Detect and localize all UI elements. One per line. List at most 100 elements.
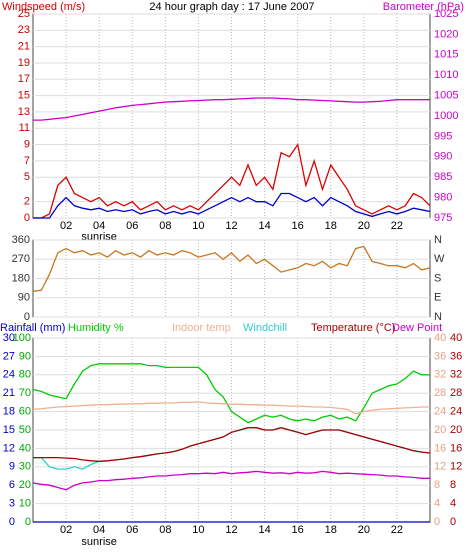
y-tick-label: 9 — [9, 461, 15, 473]
y-tick-label: 40 — [434, 332, 446, 344]
y-tick-label: 70 — [19, 387, 31, 399]
y-tick-label: 20 — [434, 424, 446, 436]
series-line — [32, 245, 431, 292]
annotation: sunrise — [81, 536, 116, 548]
y-tick-label: 1020 — [434, 28, 458, 40]
y-tick-label: 8 — [450, 479, 456, 491]
series-line — [33, 192, 431, 219]
x-tick-label: 18 — [325, 524, 337, 536]
x-tick-label: 02 — [60, 524, 72, 536]
y-tick-label: 0 — [24, 311, 30, 323]
y-tick-label: 20 — [19, 479, 31, 491]
x-tick-label: 22 — [391, 524, 403, 536]
x-tick-label: 10 — [192, 524, 204, 536]
barometer-label: Barometer (hPa) — [383, 1, 464, 13]
y-tick-label: 12 — [3, 442, 15, 454]
x-tick-label: 06 — [126, 524, 138, 536]
y-tick-label: 4 — [434, 498, 440, 510]
y-tick-label: 60 — [19, 406, 31, 418]
chart-title: 24 hour graph day : 17 June 2007 — [149, 1, 314, 13]
y-tick-label: 1005 — [434, 90, 458, 102]
y-tick-label: 30 — [3, 332, 15, 344]
series-line — [33, 142, 431, 219]
y-tick-label: 28 — [450, 387, 462, 399]
y-tick-label: 3 — [9, 498, 15, 510]
x-tick-label: 10 — [192, 220, 204, 232]
y-tick-label: 0 — [450, 516, 456, 528]
y-tick-label: 100 — [13, 332, 31, 344]
y-tick-label: N — [434, 234, 442, 246]
legend-entry: Indoor temp — [172, 322, 231, 334]
y-tick-label: 90 — [19, 350, 31, 362]
x-tick-label: 14 — [258, 220, 270, 232]
y-tick-label: 25 — [18, 8, 30, 20]
series-line — [32, 401, 430, 415]
y-tick-label: 10 — [19, 498, 31, 510]
series-line — [32, 363, 430, 424]
legend-entry: Dew Point — [392, 322, 442, 334]
y-tick-label: 7 — [24, 155, 30, 167]
y-tick-label: 23 — [18, 24, 30, 36]
x-tick-label: 08 — [159, 220, 171, 232]
y-tick-label: 21 — [3, 387, 15, 399]
y-tick-label: 30 — [19, 461, 31, 473]
series-line — [33, 97, 430, 121]
y-tick-label: 15 — [18, 90, 30, 102]
x-tick-label: 02 — [60, 220, 72, 232]
y-tick-label: 36 — [434, 350, 446, 362]
y-tick-label: 19 — [18, 57, 30, 69]
windspeed-label: Windspeed (m/s) — [2, 1, 85, 13]
y-tick-label: 15 — [3, 424, 15, 436]
x-tick-label: 14 — [258, 524, 270, 536]
y-tick-label: 32 — [434, 369, 446, 381]
y-tick-label: 0 — [9, 516, 15, 528]
y-tick-label: 1010 — [434, 69, 458, 81]
x-tick-label: 12 — [225, 524, 237, 536]
y-tick-label: 8 — [434, 479, 440, 491]
x-tick-label: 16 — [292, 220, 304, 232]
series-line — [33, 427, 431, 462]
y-tick-label: 0 — [24, 212, 30, 224]
y-tick-label: 50 — [19, 424, 31, 436]
y-tick-label: 16 — [434, 442, 446, 454]
y-tick-label: 4 — [450, 498, 456, 510]
y-tick-label: 36 — [450, 350, 462, 362]
y-tick-label: 270 — [12, 253, 30, 265]
x-tick-label: 18 — [325, 220, 337, 232]
y-tick-label: 180 — [12, 272, 30, 284]
y-tick-label: 12 — [434, 461, 446, 473]
y-tick-label: 985 — [434, 171, 452, 183]
y-tick-label: W — [434, 253, 445, 265]
y-tick-label: 24 — [450, 406, 462, 418]
x-tick-label: 16 — [292, 524, 304, 536]
y-tick-label: 40 — [19, 442, 31, 454]
x-tick-label: 04 — [93, 220, 105, 232]
y-tick-label: 16 — [450, 442, 462, 454]
y-tick-label: 21 — [18, 41, 30, 53]
x-tick-label: 22 — [391, 220, 403, 232]
y-tick-label: 24 — [434, 406, 446, 418]
y-tick-label: 990 — [434, 151, 452, 163]
y-tick-label: 90 — [18, 292, 30, 304]
legend-entry: Windchill — [243, 322, 287, 334]
y-tick-label: 980 — [434, 192, 452, 204]
y-tick-label: 40 — [450, 332, 462, 344]
y-tick-label: 12 — [450, 461, 462, 473]
y-tick-label: 18 — [3, 406, 15, 418]
x-tick-label: 06 — [126, 220, 138, 232]
y-tick-label: 32 — [450, 369, 462, 381]
y-tick-label: 27 — [3, 350, 15, 362]
y-tick-label: 0 — [434, 516, 440, 528]
y-tick-label: 975 — [434, 212, 452, 224]
y-tick-label: 6 — [9, 479, 15, 491]
y-tick-label: 20 — [450, 424, 462, 436]
x-tick-label: 12 — [225, 220, 237, 232]
legend-entry: Temperature (°C) — [311, 322, 395, 334]
y-tick-label: 5 — [24, 171, 30, 183]
legend-entry: Humidity % — [68, 322, 124, 334]
y-tick-label: S — [434, 272, 441, 284]
y-tick-label: 13 — [18, 106, 30, 118]
y-tick-label: 360 — [12, 234, 30, 246]
y-tick-label: 1025 — [434, 8, 458, 20]
y-tick-label: 1000 — [434, 110, 458, 122]
